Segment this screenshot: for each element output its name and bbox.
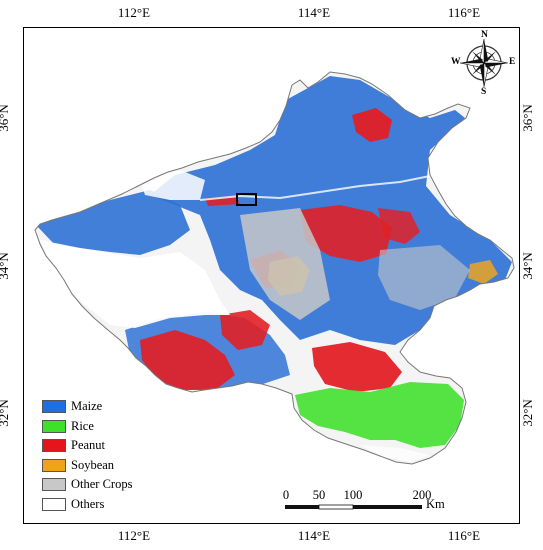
other-crops-band bbox=[240, 208, 330, 320]
peanut-cluster-center bbox=[300, 205, 392, 262]
peanut-cluster-southwest bbox=[140, 330, 235, 390]
bottom-tick-116: 116°E bbox=[447, 528, 481, 543]
legend-swatch-others bbox=[42, 497, 66, 511]
peanut-cluster-south-mid bbox=[220, 310, 270, 350]
maize-region-west bbox=[36, 190, 190, 255]
others-west bbox=[40, 240, 230, 328]
legend-label-rice: Rice bbox=[71, 418, 94, 433]
legend-item-soybean: Soybean bbox=[42, 456, 132, 476]
scale-label-100: 100 bbox=[343, 488, 363, 502]
compass-e: E bbox=[509, 57, 516, 67]
scale-label-0: 0 bbox=[282, 488, 290, 502]
legend-label-maize: Maize bbox=[71, 399, 103, 414]
scale-label-50: 50 bbox=[312, 488, 326, 502]
study-area-box bbox=[236, 193, 257, 206]
top-tick-114: 114°E bbox=[297, 5, 331, 20]
compass-n: N bbox=[481, 30, 488, 40]
legend-label-others: Others bbox=[71, 496, 105, 511]
bottom-tick-114: 114°E bbox=[297, 528, 331, 543]
legend-swatch-soybean bbox=[42, 458, 66, 472]
scale-label-200: 200 bbox=[412, 488, 432, 502]
peanut-cluster-south bbox=[312, 342, 402, 392]
scale-bar bbox=[285, 504, 422, 510]
compass-s: S bbox=[481, 87, 487, 97]
legend-swatch-other-crops bbox=[42, 478, 66, 492]
legend-swatch-maize bbox=[42, 400, 66, 414]
top-tick-116: 116°E bbox=[447, 5, 481, 20]
province-outline bbox=[34, 71, 515, 465]
compass-rose bbox=[459, 38, 509, 88]
map-frame bbox=[23, 27, 520, 524]
legend-item-maize: Maize bbox=[42, 397, 132, 417]
peanut-cluster-east bbox=[378, 208, 420, 244]
legend-swatch-peanut bbox=[42, 439, 66, 453]
legend-item-other-crops: Other Crops bbox=[42, 475, 132, 495]
top-tick-112: 112°E bbox=[117, 5, 151, 20]
legend-swatch-rice bbox=[42, 419, 66, 433]
legend-item-others: Others bbox=[42, 495, 132, 515]
legend: Maize Rice Peanut Soybean Other Crops Ot… bbox=[42, 397, 132, 514]
legend-label-soybean: Soybean bbox=[71, 457, 115, 472]
legend-item-rice: Rice bbox=[42, 417, 132, 437]
scale-unit: Km bbox=[426, 497, 445, 511]
other-crops-east bbox=[378, 245, 470, 310]
peanut-cluster-north bbox=[352, 108, 392, 142]
legend-label-other-crops: Other Crops bbox=[71, 477, 133, 492]
bottom-tick-112: 112°E bbox=[117, 528, 151, 543]
soybean-cluster-east bbox=[468, 260, 498, 284]
compass-w: W bbox=[451, 57, 461, 67]
others-south-tip bbox=[360, 445, 430, 462]
rice-region-south bbox=[295, 382, 464, 448]
legend-label-peanut: Peanut bbox=[71, 438, 106, 453]
yellow-river-line bbox=[199, 175, 431, 201]
legend-item-peanut: Peanut bbox=[42, 436, 132, 456]
